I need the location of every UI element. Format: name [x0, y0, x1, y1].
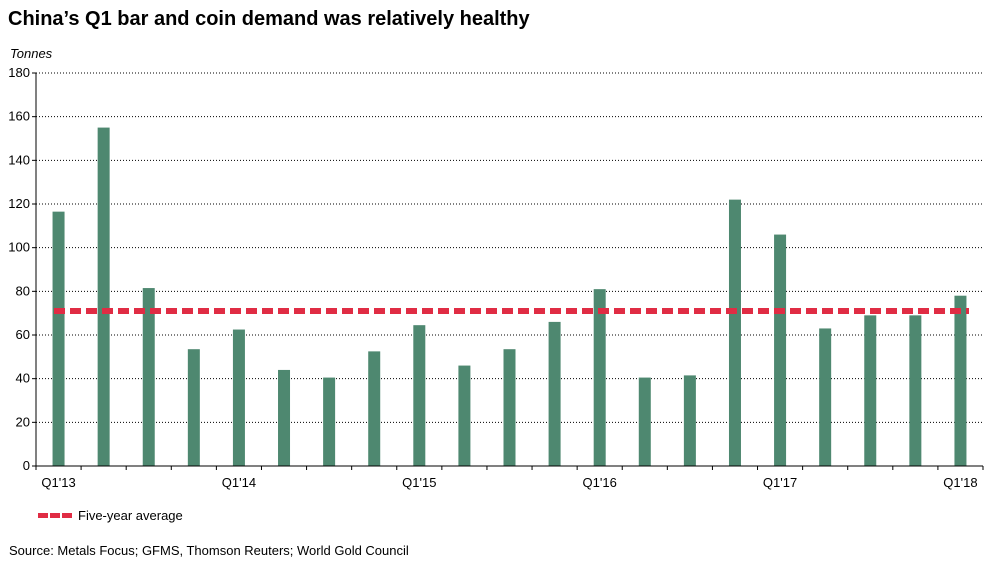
bar-Q1'17: [774, 234, 787, 466]
bar-Q4'17: [909, 315, 922, 466]
bar-Q3'17: [864, 315, 877, 466]
chart-title: China’s Q1 bar and coin demand was relat…: [8, 8, 530, 30]
y-tick-label: 140: [8, 152, 30, 167]
bars: [52, 127, 967, 466]
y-tick-label: 0: [23, 458, 30, 473]
bar-Q3'14: [323, 377, 336, 466]
bar-chart: 0 20 40 60 80 100 120 140 160 180 Q1'13 Q1'14 Q1'15 Q…: [8, 65, 984, 490]
x-tick-label: Q1'16: [583, 475, 617, 490]
bar-Q3'16: [683, 375, 696, 466]
bar-Q2'14: [278, 369, 291, 466]
axes: 0 20 40 60 80 100 120 140 160 180 Q1'13 Q1'14 Q1'15 Q…: [8, 65, 984, 490]
bar-Q2'13: [97, 127, 110, 466]
legend-label: Five-year average: [78, 508, 183, 523]
bar-Q4'13: [187, 349, 200, 466]
bar-Q4'16: [728, 199, 741, 466]
x-tick-label: Q1'18: [943, 475, 977, 490]
y-tick-label: 180: [8, 65, 30, 80]
x-tick-label: Q1'15: [402, 475, 436, 490]
bar-Q1'18: [954, 295, 967, 466]
bar-Q1'13: [52, 211, 65, 466]
y-tick-label: 80: [16, 283, 30, 298]
source-note: Source: Metals Focus; GFMS, Thomson Reut…: [9, 543, 409, 558]
x-tick-label: Q1'13: [41, 475, 75, 490]
bar-Q1'15: [413, 325, 426, 466]
bar-Q1'14: [232, 329, 245, 466]
y-axis-unit-label: Tonnes: [10, 46, 53, 61]
bar-Q3'15: [503, 349, 516, 466]
bar-Q4'14: [368, 351, 381, 466]
bar-Q3'13: [142, 288, 155, 466]
legend: Five-year average: [38, 508, 183, 523]
bar-Q4'15: [548, 321, 561, 466]
bar-Q2'16: [638, 377, 651, 466]
y-tick-label: 40: [16, 371, 30, 386]
y-tick-label: 100: [8, 240, 30, 255]
bar-Q2'15: [458, 365, 471, 466]
legend-swatch-dashed-line: [38, 513, 72, 518]
y-tick-label: 60: [16, 327, 30, 342]
bar-Q1'16: [593, 289, 606, 466]
y-tick-label: 160: [8, 109, 30, 124]
bar-Q2'17: [819, 328, 832, 466]
y-tick-label: 20: [16, 414, 30, 429]
y-tick-label: 120: [8, 196, 30, 211]
x-tick-label: Q1'17: [763, 475, 797, 490]
x-tick-label: Q1'14: [222, 475, 256, 490]
